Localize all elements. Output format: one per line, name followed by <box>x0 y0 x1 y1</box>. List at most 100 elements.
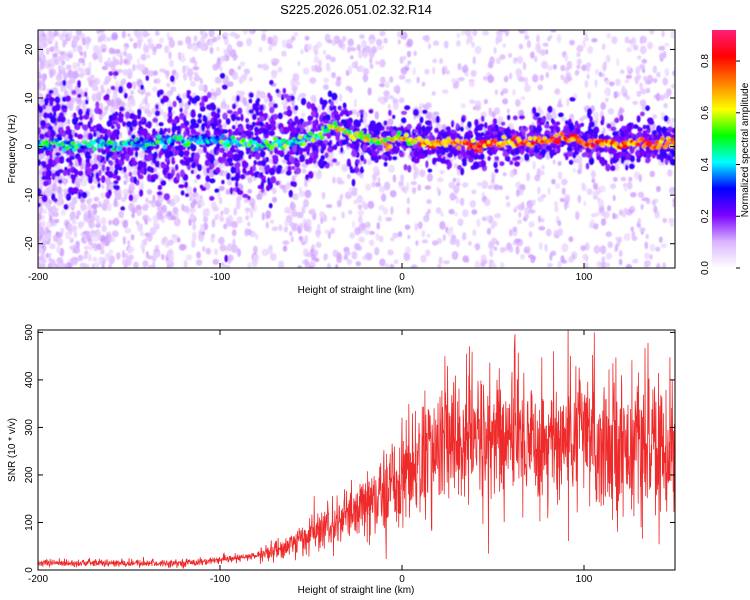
spectrogram-band-blob <box>54 156 60 162</box>
spectrogram-band-blob <box>434 127 439 134</box>
spectrogram-ridge-blob <box>297 135 303 140</box>
spectrogram-noise-blob <box>495 57 501 65</box>
spectrogram-noise-blob <box>555 182 561 189</box>
spectrogram-band-blob <box>342 110 349 115</box>
spectrogram-noise-blob <box>591 38 598 43</box>
spectrogram-noise-blob <box>393 85 399 93</box>
spectrogram-noise-blob <box>323 77 329 84</box>
spectrogram-noise-blob <box>270 253 277 261</box>
spectrogram-noise-blob <box>68 30 73 39</box>
spectrogram-noise-blob <box>76 210 81 216</box>
spectrogram-band-blob <box>493 161 498 169</box>
spectrogram-band-blob <box>226 109 233 114</box>
spectrogram-band-blob <box>45 148 50 157</box>
spectrogram-band-blob <box>330 130 335 136</box>
spectrogram-noise-blob <box>205 247 212 255</box>
spectrogram-noise-blob <box>148 264 153 268</box>
spectrogram-band-blob <box>566 146 573 152</box>
spectrogram-noise-blob <box>524 84 531 93</box>
spectrogram-band-blob <box>197 113 202 119</box>
spectrogram-band-blob <box>185 128 190 136</box>
spectrogram-noise-blob <box>607 241 613 249</box>
spectrogram-ridge-blob <box>220 134 226 139</box>
spectrogram-noise-blob <box>153 70 158 76</box>
spectrogram-noise-blob <box>461 182 469 188</box>
spectrogram-noise-blob <box>590 170 597 179</box>
spectrogram-noise-blob <box>137 57 140 66</box>
spectrogram-noise-blob <box>47 262 52 268</box>
spectrogram-noise-blob <box>499 247 506 253</box>
spectrogram-noise-blob <box>322 84 329 90</box>
spectrogram-noise-blob <box>157 213 164 221</box>
spectrogram-noise-blob <box>671 117 675 123</box>
spectrogram-noise-blob <box>358 65 365 72</box>
spectrogram-noise-blob <box>72 219 77 225</box>
spectrogram-noise-blob <box>362 116 367 123</box>
spectrogram-noise-blob <box>101 264 105 268</box>
spectrogram-band-blob <box>273 103 278 109</box>
spectrogram-noise-blob <box>432 240 439 246</box>
spectrogram-noise-blob <box>315 229 321 239</box>
spectrogram-band-blob <box>269 149 273 155</box>
spectrogram-noise-blob <box>46 58 53 65</box>
spectrogram-band-blob <box>217 118 222 124</box>
spectrogram-band-blob <box>215 127 220 134</box>
spectrogram-band-blob <box>422 109 428 115</box>
spectrogram-noise-blob <box>440 211 444 217</box>
spectrogram-band-blob <box>199 101 205 108</box>
spectrogram-band-blob <box>573 147 581 152</box>
spectrogram-noise-blob <box>215 87 222 96</box>
spectrogram-noise-blob <box>531 199 536 206</box>
spectrogram-noise-blob <box>125 177 129 184</box>
spectrogram-noise-blob <box>669 220 675 228</box>
spectrogram-noise-blob <box>451 78 457 84</box>
spectrogram-band-blob <box>663 115 669 122</box>
spectrogram-band-blob <box>389 125 394 132</box>
spectrogram-band-blob <box>248 154 252 160</box>
spectrogram-noise-blob <box>659 94 665 101</box>
spectrogram-band-blob <box>306 101 312 110</box>
spectrogram-noise-blob <box>406 207 410 215</box>
spectrogram-band-blob <box>492 118 498 125</box>
spectrogram-band-blob <box>304 144 311 152</box>
spectrogram-band-blob <box>528 124 534 132</box>
spectrogram-band-blob <box>591 121 595 128</box>
spectrogram-noise-blob <box>512 226 518 233</box>
spectrogram-band-blob <box>383 161 388 167</box>
spectrogram-band-blob <box>113 71 119 76</box>
spectrogram-noise-blob <box>298 235 304 242</box>
spectrogram-noise-blob <box>142 214 149 220</box>
spectrogram-band-blob <box>601 160 606 166</box>
spectrogram-noise-blob <box>236 216 243 224</box>
spectrogram-noise-blob <box>316 41 323 49</box>
spectrogram-noise-blob <box>548 34 553 40</box>
spectrogram-noise-blob <box>197 204 201 209</box>
spectrogram-noise-blob <box>372 173 377 182</box>
spectrogram-noise-blob <box>649 243 655 252</box>
spectrogram-band-blob <box>512 115 518 121</box>
spectrogram-noise-blob <box>272 35 278 44</box>
spectrogram-noise-blob <box>592 223 599 230</box>
spectrogram-noise-blob <box>300 49 304 55</box>
spectrogram-noise-blob <box>387 118 394 126</box>
spectrogram-band-blob <box>620 156 625 164</box>
spectrogram-noise-blob <box>299 93 307 98</box>
spectrogram-band-blob <box>140 84 144 91</box>
spectrogram-band-blob <box>612 159 618 164</box>
spectrogram-noise-blob <box>625 263 633 268</box>
spectrogram-band-blob <box>197 164 203 172</box>
spectrogram-band-blob <box>235 95 241 102</box>
spectrogram-band-blob <box>157 184 163 191</box>
spectrogram-band-blob <box>193 187 197 193</box>
spectrogram-noise-blob <box>347 46 351 53</box>
spectrogram-band-blob <box>39 133 45 140</box>
spectrogram-noise-blob <box>424 185 432 190</box>
spectrogram-noise-blob <box>562 187 566 195</box>
spectrogram-band-blob <box>351 178 356 187</box>
spectrogram-noise-blob <box>311 65 315 72</box>
spectrogram-noise-blob <box>323 253 329 261</box>
spectrogram-noise-blob <box>367 200 375 209</box>
spectrogram-noise-blob <box>292 73 300 82</box>
spectrogram-noise-blob <box>512 89 516 96</box>
spectrogram-noise-blob <box>524 206 530 216</box>
